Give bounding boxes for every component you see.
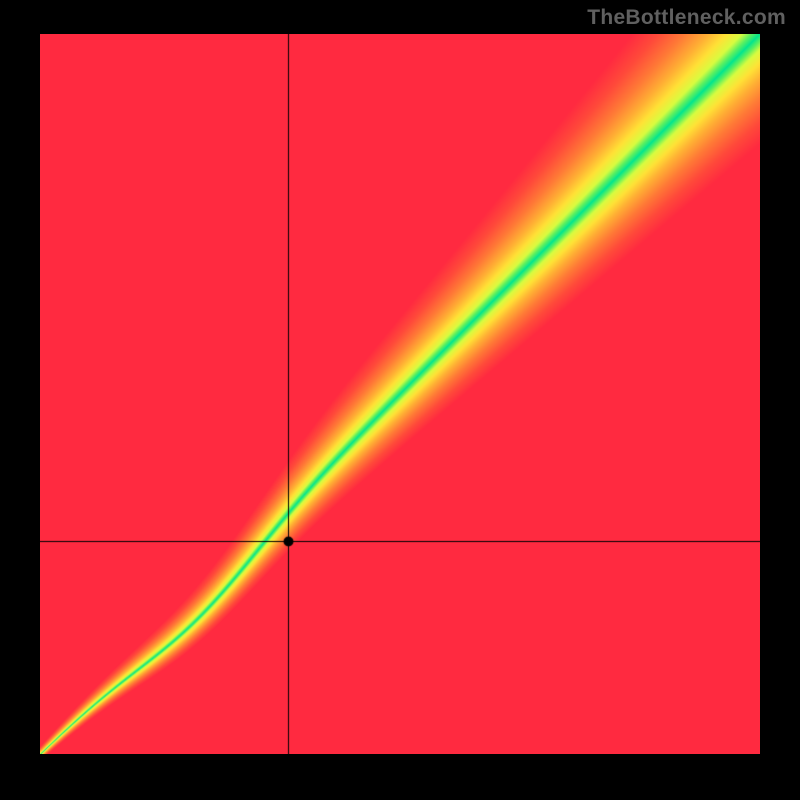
chart-container: TheBottleneck.com	[0, 0, 800, 800]
bottleneck-heatmap	[40, 34, 760, 754]
watermark-text: TheBottleneck.com	[587, 6, 786, 30]
